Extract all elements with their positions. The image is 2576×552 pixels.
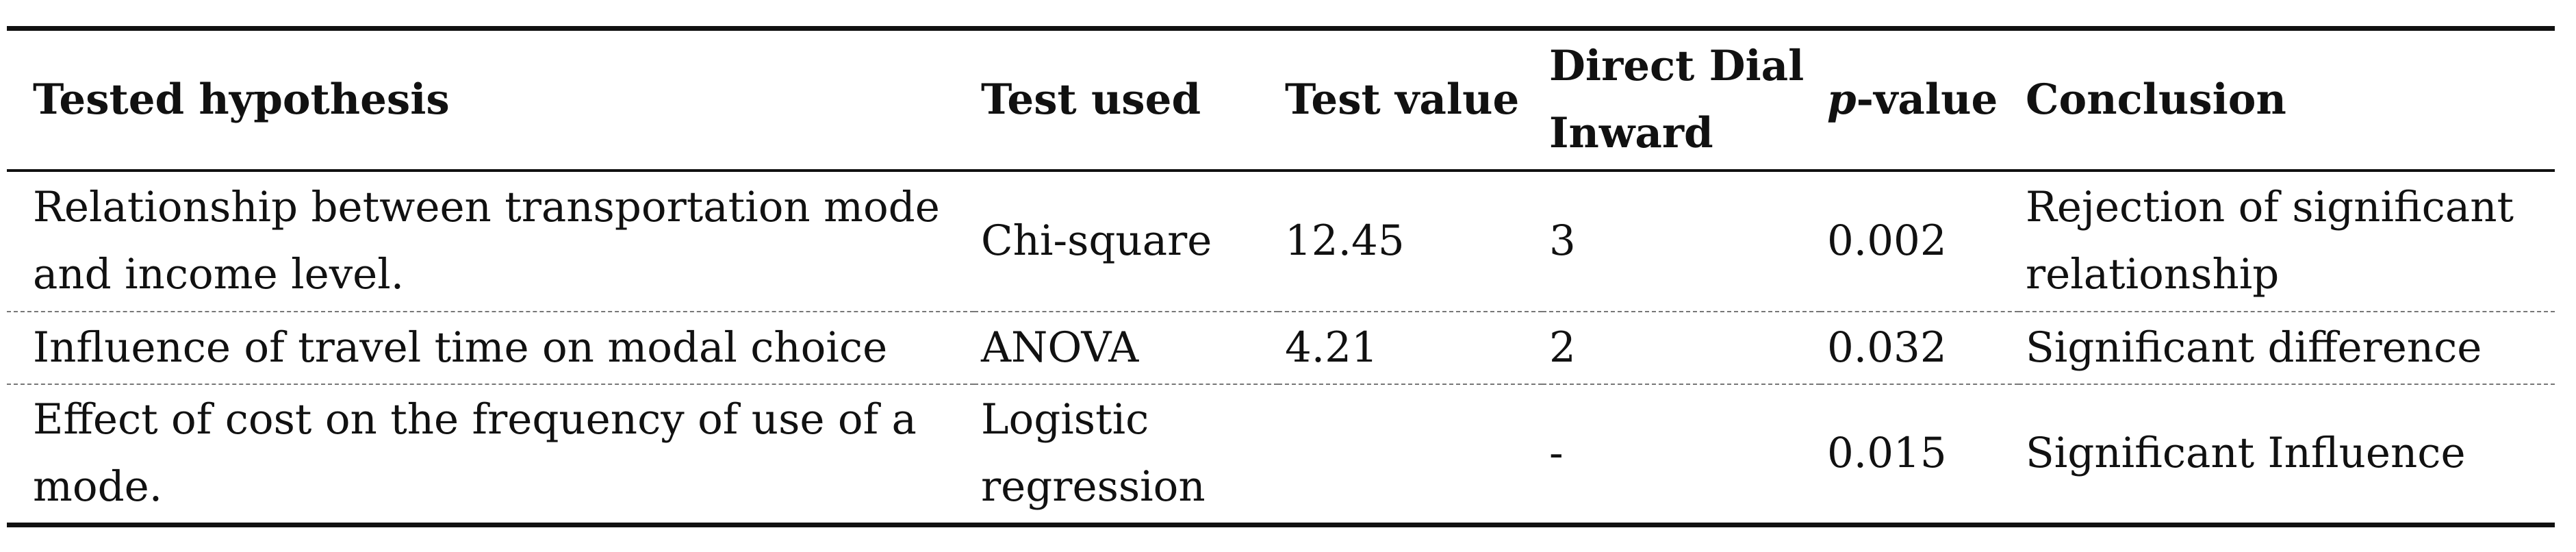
table-cell: 0.002 xyxy=(1820,171,2019,312)
header-text: Test value xyxy=(1285,75,1520,124)
header-cell: p-value xyxy=(1820,29,2019,171)
header-row: Tested hypothesis Test used Test value Dire… xyxy=(7,29,2555,171)
header-text: -value xyxy=(1856,75,1998,124)
header-text: p xyxy=(1827,75,1857,124)
table-cell: Relationship between transportation mode… xyxy=(7,171,974,312)
cell-text: 4.21 xyxy=(1285,323,1378,372)
table-cell: Rejection of significant relationship xyxy=(2019,171,2555,312)
cell-text: 0.032 xyxy=(1827,323,1947,372)
table-body: Relationship between transportation mode… xyxy=(7,171,2555,525)
table-cell: 3 xyxy=(1542,171,1820,312)
cell-text: Effect of cost on the frequency of use o… xyxy=(33,395,917,512)
cell-text: Chi-square xyxy=(981,216,1212,265)
table-row: Relationship between transportation mode… xyxy=(7,171,2555,312)
header-text: Test used xyxy=(981,75,1201,124)
header-cell: Direct Dial Inward xyxy=(1542,29,1820,171)
header-cell: Test used xyxy=(974,29,1278,171)
cell-text: 2 xyxy=(1549,323,1576,372)
cell-text: 0.002 xyxy=(1827,216,1947,265)
results-table: Tested hypothesis Test used Test value Dire… xyxy=(7,26,2555,527)
cell-text: ANOVA xyxy=(981,323,1139,372)
header-text: Tested hypothesis xyxy=(33,75,450,124)
cell-text: Influence of travel time on modal choice xyxy=(33,323,888,372)
cell-text: 12.45 xyxy=(1285,216,1405,265)
table-cell: Significant difference xyxy=(2019,312,2555,384)
header-text: Conclusion xyxy=(2026,75,2286,124)
table-cell: 4.21 xyxy=(1278,312,1542,384)
cell-text: 0.015 xyxy=(1827,429,1947,478)
table-cell: 12.45 xyxy=(1278,171,1542,312)
header-text: Direct Dial Inward xyxy=(1549,41,1805,158)
header-cell: Tested hypothesis xyxy=(7,29,974,171)
cell-text: 3 xyxy=(1549,216,1576,265)
table-cell: 0.015 xyxy=(1820,384,2019,525)
table-cell: ANOVA xyxy=(974,312,1278,384)
table-cell: Effect of cost on the frequency of use o… xyxy=(7,384,974,525)
cell-text: - xyxy=(1549,429,1564,478)
table-row: Influence of travel time on modal choice… xyxy=(7,312,2555,384)
table-cell: - xyxy=(1542,384,1820,525)
table-cell: Logistic regression xyxy=(974,384,1278,525)
table-cell: Significant Influence xyxy=(2019,384,2555,525)
table-cell: 2 xyxy=(1542,312,1820,384)
cell-text: Relationship between transportation mode… xyxy=(33,183,940,299)
cell-text: Rejection of significant relationship xyxy=(2026,183,2514,299)
header-cell: Conclusion xyxy=(2019,29,2555,171)
cell-text: Logistic regression xyxy=(981,395,1206,512)
table-cell: Chi-square xyxy=(974,171,1278,312)
cell-text: Significant difference xyxy=(2026,323,2482,372)
table-header: Tested hypothesis Test used Test value Dire… xyxy=(7,29,2555,171)
table-cell xyxy=(1278,384,1542,525)
header-cell: Test value xyxy=(1278,29,1542,171)
table-cell: Influence of travel time on modal choice xyxy=(7,312,974,384)
table-cell: 0.032 xyxy=(1820,312,2019,384)
table-row: Effect of cost on the frequency of use o… xyxy=(7,384,2555,525)
cell-text: Significant Influence xyxy=(2026,429,2466,478)
